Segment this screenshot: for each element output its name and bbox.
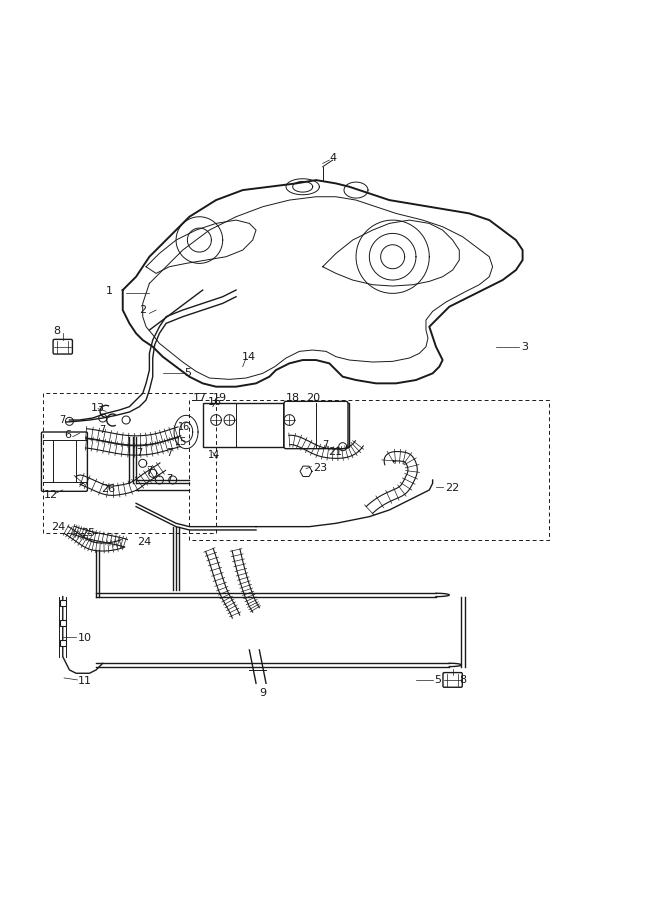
Text: 10: 10 bbox=[78, 633, 92, 643]
FancyBboxPatch shape bbox=[443, 672, 462, 688]
Text: 25: 25 bbox=[81, 528, 95, 538]
FancyBboxPatch shape bbox=[284, 401, 348, 449]
Bar bbox=[203, 403, 349, 446]
Text: 15: 15 bbox=[175, 437, 187, 447]
Text: 17: 17 bbox=[193, 393, 207, 403]
Text: 14: 14 bbox=[208, 450, 220, 460]
Text: 8: 8 bbox=[459, 675, 466, 685]
Text: 4: 4 bbox=[329, 153, 337, 163]
FancyBboxPatch shape bbox=[53, 339, 73, 354]
Text: 7: 7 bbox=[323, 440, 329, 450]
Text: 6: 6 bbox=[64, 430, 71, 440]
Text: 7: 7 bbox=[166, 473, 172, 483]
Text: 24: 24 bbox=[137, 537, 152, 547]
Text: 8: 8 bbox=[53, 327, 60, 337]
Text: 7: 7 bbox=[59, 415, 66, 425]
Text: 24: 24 bbox=[51, 522, 65, 532]
Text: 3: 3 bbox=[521, 342, 528, 352]
Text: 16: 16 bbox=[208, 397, 221, 407]
Text: 19: 19 bbox=[213, 393, 227, 403]
Text: 12: 12 bbox=[44, 491, 58, 500]
Text: 23: 23 bbox=[312, 463, 327, 473]
Text: 1: 1 bbox=[106, 286, 113, 296]
Text: 18: 18 bbox=[286, 393, 300, 403]
Text: 11: 11 bbox=[77, 676, 91, 687]
FancyBboxPatch shape bbox=[42, 432, 87, 491]
Text: 9: 9 bbox=[259, 688, 267, 698]
Text: 7: 7 bbox=[166, 448, 172, 458]
Text: 2: 2 bbox=[139, 305, 146, 315]
Text: 22: 22 bbox=[445, 483, 459, 493]
Text: 7: 7 bbox=[99, 425, 106, 435]
Text: 7: 7 bbox=[146, 466, 153, 476]
Text: 16: 16 bbox=[178, 422, 190, 432]
Text: 5: 5 bbox=[435, 675, 442, 685]
Text: 7: 7 bbox=[136, 448, 142, 458]
Text: 13: 13 bbox=[91, 403, 105, 413]
Text: 20: 20 bbox=[306, 393, 320, 403]
Text: 26: 26 bbox=[101, 483, 115, 494]
Text: 21: 21 bbox=[328, 447, 342, 457]
Text: 5: 5 bbox=[184, 368, 191, 378]
Text: 14: 14 bbox=[241, 352, 255, 362]
